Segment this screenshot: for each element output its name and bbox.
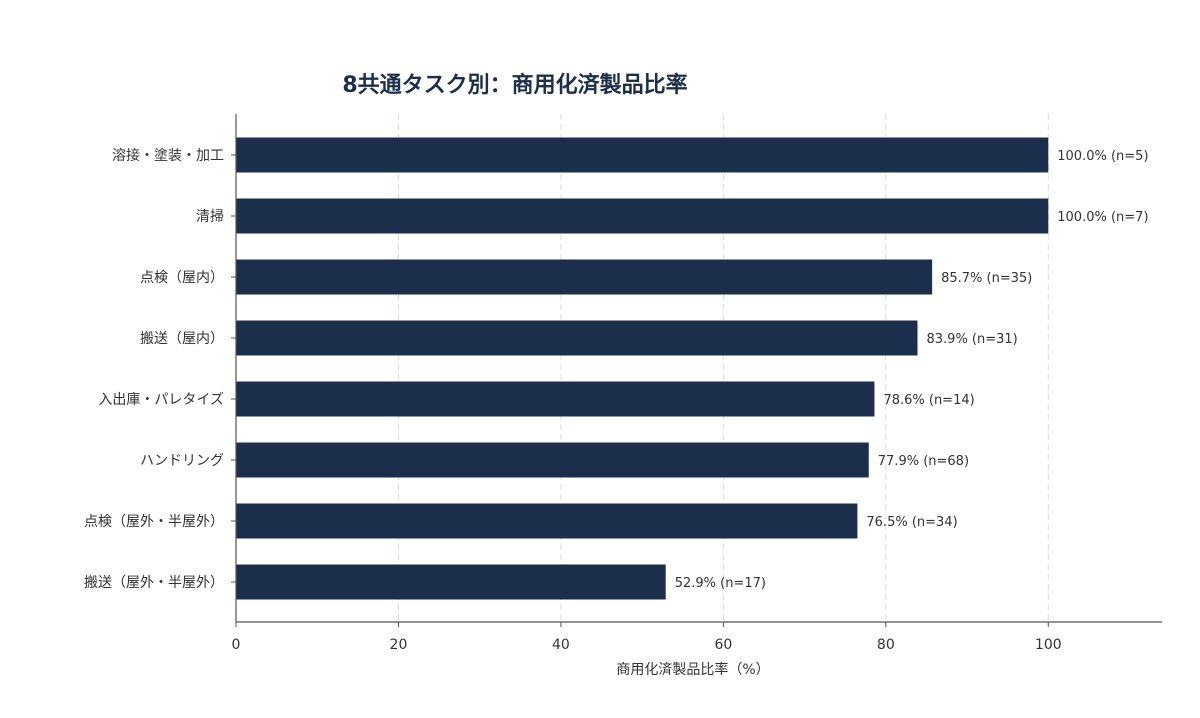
grid-lines bbox=[397, 114, 1049, 622]
y-tick-label: ハンドリング bbox=[140, 453, 224, 469]
y-tick-label: 溶接・塗装・加工 bbox=[112, 147, 224, 164]
x-tick-label: 60 bbox=[714, 637, 732, 653]
bar bbox=[236, 259, 933, 295]
bars bbox=[236, 137, 1049, 600]
x-tick-label: 40 bbox=[552, 637, 570, 653]
data-labels: 100.0% (n=5) 100.0% (n=7) 85.7% (n=35) 83.9… bbox=[675, 149, 1149, 591]
data-label: 52.9% (n=17) bbox=[675, 576, 766, 591]
data-label: 85.7% (n=35) bbox=[941, 271, 1032, 286]
y-tick-label: 点検（屋内） bbox=[140, 270, 224, 286]
x-tick-label: 0 bbox=[232, 637, 241, 653]
y-tick-label: 搬送（屋外・半屋外） bbox=[84, 575, 224, 591]
y-tick-label: 搬送（屋内） bbox=[140, 331, 224, 347]
data-label: 76.5% (n=34) bbox=[866, 515, 957, 530]
bar bbox=[236, 503, 858, 539]
x-axis-title: 商用化済製品比率（%） bbox=[616, 661, 769, 678]
bar bbox=[236, 564, 666, 600]
axes bbox=[235, 114, 1162, 623]
chart-title: 8共通タスク別：商用化済製品比率 bbox=[342, 72, 687, 98]
bar bbox=[236, 198, 1049, 234]
data-label: 83.9% (n=31) bbox=[927, 332, 1018, 347]
x-tick-label: 80 bbox=[877, 637, 895, 653]
bar bbox=[236, 381, 875, 417]
data-label: 100.0% (n=7) bbox=[1057, 210, 1148, 225]
bar bbox=[236, 320, 918, 356]
data-label: 77.9% (n=68) bbox=[878, 454, 969, 469]
bar bbox=[236, 137, 1049, 173]
data-label: 78.6% (n=14) bbox=[883, 393, 974, 408]
x-tick-label: 20 bbox=[390, 637, 408, 653]
y-tick-label: 点検（屋外・半屋外） bbox=[84, 514, 224, 530]
data-label: 100.0% (n=5) bbox=[1057, 149, 1148, 164]
y-tick-label: 入出庫・パレタイズ bbox=[98, 391, 224, 408]
x-tick-label: 100 bbox=[1035, 637, 1062, 653]
bar bbox=[236, 442, 869, 478]
y-tick-label: 清掃 bbox=[196, 208, 224, 225]
